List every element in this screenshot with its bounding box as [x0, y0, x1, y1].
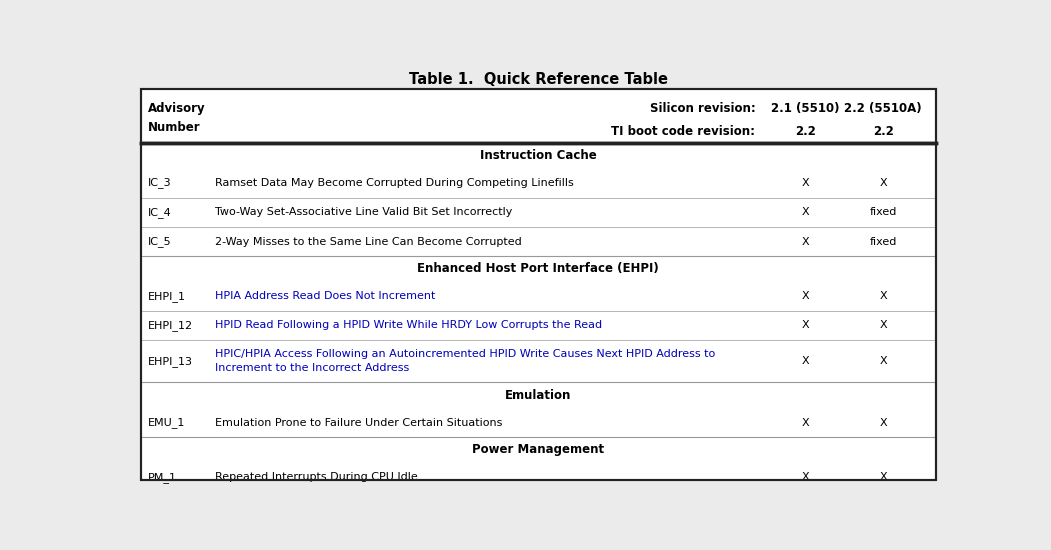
Text: Repeated Interrupts During CPU Idle: Repeated Interrupts During CPU Idle [215, 472, 418, 482]
Text: 2.2 (5510A): 2.2 (5510A) [844, 102, 922, 115]
Text: PM_1: PM_1 [147, 472, 177, 483]
Text: IC_5: IC_5 [147, 236, 171, 247]
Text: fixed: fixed [869, 236, 897, 246]
Text: Silicon revision:: Silicon revision: [650, 102, 756, 115]
Text: Enhanced Host Port Interface (EHPI): Enhanced Host Port Interface (EHPI) [417, 262, 659, 276]
Text: 2.2: 2.2 [872, 125, 893, 138]
Text: fixed: fixed [869, 207, 897, 217]
Text: 2.1 (5510): 2.1 (5510) [771, 102, 840, 115]
Text: TI boot code revision:: TI boot code revision: [612, 125, 756, 138]
Text: EHPI_13: EHPI_13 [147, 356, 192, 367]
Text: Power Management: Power Management [472, 443, 604, 456]
Text: HPID Read Following a HPID Write While HRDY Low Corrupts the Read: HPID Read Following a HPID Write While H… [215, 321, 602, 331]
Text: Two-Way Set-Associative Line Valid Bit Set Incorrectly: Two-Way Set-Associative Line Valid Bit S… [215, 207, 513, 217]
Text: X: X [802, 417, 809, 427]
Text: Emulation: Emulation [506, 389, 572, 402]
Text: X: X [880, 321, 887, 331]
Text: Ramset Data May Become Corrupted During Competing Linefills: Ramset Data May Become Corrupted During … [215, 178, 574, 188]
Text: Table 1.  Quick Reference Table: Table 1. Quick Reference Table [409, 73, 667, 87]
Text: Number: Number [147, 121, 201, 134]
Text: X: X [802, 178, 809, 188]
Text: EMU_1: EMU_1 [147, 417, 185, 428]
Text: IC_4: IC_4 [147, 207, 171, 218]
Text: EHPI_1: EHPI_1 [147, 291, 186, 302]
Text: 2.2: 2.2 [796, 125, 816, 138]
Text: 2-Way Misses to the Same Line Can Become Corrupted: 2-Way Misses to the Same Line Can Become… [215, 236, 522, 246]
Text: X: X [880, 356, 887, 366]
Text: X: X [802, 356, 809, 366]
Text: X: X [880, 292, 887, 301]
Text: EHPI_12: EHPI_12 [147, 320, 192, 331]
Text: X: X [802, 472, 809, 482]
Text: Advisory: Advisory [147, 102, 205, 115]
Text: X: X [880, 472, 887, 482]
Text: X: X [880, 417, 887, 427]
Text: Emulation Prone to Failure Under Certain Situations: Emulation Prone to Failure Under Certain… [215, 417, 502, 427]
Text: HPIC/HPIA Access Following an Autoincremented HPID Write Causes Next HPID Addres: HPIC/HPIA Access Following an Autoincrem… [215, 349, 716, 359]
Text: X: X [802, 236, 809, 246]
Text: X: X [802, 321, 809, 331]
Text: HPIA Address Read Does Not Increment: HPIA Address Read Does Not Increment [215, 292, 435, 301]
Text: Instruction Cache: Instruction Cache [480, 149, 597, 162]
Text: X: X [802, 292, 809, 301]
Text: IC_3: IC_3 [147, 178, 171, 189]
Text: X: X [880, 178, 887, 188]
Text: Increment to the Incorrect Address: Increment to the Incorrect Address [215, 363, 409, 373]
Text: X: X [802, 207, 809, 217]
